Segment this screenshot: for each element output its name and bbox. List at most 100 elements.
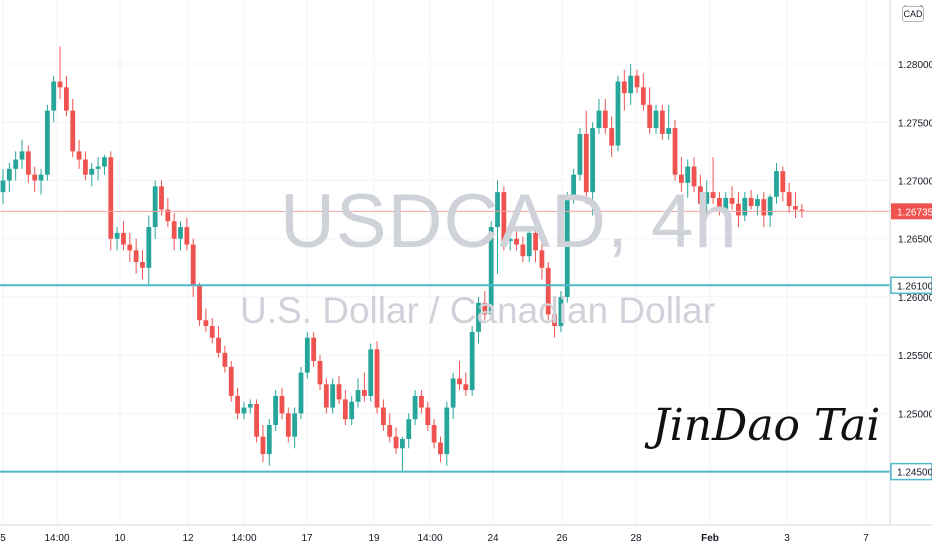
time-tick-label: 12 (182, 533, 194, 544)
candle-body (666, 128, 672, 134)
candle-body (698, 186, 703, 204)
candle-body (254, 404, 259, 437)
candle (552, 296, 557, 338)
candle (678, 157, 684, 193)
price-axis-bg (890, 0, 932, 525)
candle-body (304, 337, 310, 373)
candle (381, 399, 386, 431)
candle-body (704, 192, 710, 204)
candle-body (349, 401, 355, 420)
candle (425, 401, 431, 431)
candle-body (76, 151, 82, 160)
candle-body (672, 128, 678, 175)
time-tick-label: 14:00 (417, 533, 442, 544)
candle-body (577, 133, 583, 175)
candle-body (19, 151, 25, 160)
candle (190, 238, 196, 297)
candle (114, 227, 120, 251)
time-tick-label: 10 (114, 533, 126, 544)
candle-body (482, 302, 488, 315)
candle-body (393, 436, 399, 449)
candle (25, 145, 31, 183)
candle-body (444, 407, 450, 455)
candle-body (381, 407, 386, 426)
time-axis[interactable]: 5 14:00 10 12 14:00 17 19 14:00 24 26 28 Feb 3 7 (0, 533, 869, 544)
candle-body (583, 133, 589, 193)
candle (279, 387, 285, 420)
candle-body (495, 192, 500, 228)
candle (691, 157, 697, 193)
candle-body (0, 180, 6, 193)
candle (19, 139, 25, 169)
candle-body (216, 337, 221, 353)
candle-body (292, 413, 298, 437)
candle (178, 221, 183, 251)
candle-body (755, 199, 760, 207)
time-tick-label: 7 (863, 533, 869, 544)
candle (596, 98, 602, 134)
candle (374, 341, 380, 414)
candle-body (558, 296, 564, 327)
candle (406, 413, 412, 449)
candle-body (450, 378, 456, 408)
candle (698, 174, 703, 228)
candle-body (336, 384, 342, 400)
candle-body (108, 157, 114, 239)
price-labels: 1.26100 1.24500 1.26735 (890, 203, 932, 481)
candle (767, 194, 773, 228)
candle-body (51, 81, 57, 111)
candle (793, 192, 798, 218)
candle-body (748, 197, 754, 207)
candle-body (311, 337, 317, 361)
candle (70, 98, 76, 158)
candle-body (463, 384, 469, 391)
candle-body (140, 262, 145, 268)
candle (349, 395, 355, 426)
candle (203, 308, 209, 332)
candle-body (285, 413, 291, 437)
candle (241, 401, 247, 420)
price-axis[interactable]: 1.28000 1.27500 1.27000 1.26500 1.26000 1.255… (898, 60, 932, 420)
candle (64, 75, 69, 117)
currency-button[interactable]: CAD (902, 6, 924, 22)
candle (127, 232, 133, 262)
candle (488, 221, 494, 321)
candle-body (736, 203, 741, 216)
candle-body (628, 75, 634, 94)
signature-image: JinDao Tai (652, 400, 881, 451)
candle-body (83, 159, 88, 175)
candle-body (742, 197, 748, 216)
candle-body (621, 81, 627, 94)
candle-body (729, 197, 735, 204)
candle (285, 407, 291, 443)
current-price-label: 1.26735 (897, 207, 932, 218)
candle-body (70, 110, 76, 152)
candle-body (552, 314, 557, 327)
time-tick-label: 26 (556, 533, 568, 544)
candle (6, 163, 12, 193)
candle (533, 221, 538, 262)
candle (393, 427, 399, 455)
candle-body (133, 250, 139, 262)
candle-body (634, 75, 640, 88)
candle (89, 163, 95, 187)
candle-body (273, 395, 279, 426)
candle (704, 180, 710, 216)
candle-body (514, 238, 519, 245)
candle (571, 168, 576, 204)
candle (514, 227, 519, 251)
candle-body (596, 110, 602, 129)
candle-body (602, 110, 608, 129)
candle-body (127, 244, 133, 251)
candle (457, 360, 462, 391)
candle (431, 419, 437, 449)
candle-body (13, 159, 19, 169)
candle (476, 296, 481, 344)
candle (640, 73, 646, 111)
candle-body (102, 157, 107, 167)
candle (786, 182, 792, 214)
level-label-box (890, 462, 932, 481)
candle-body (691, 166, 697, 187)
candle-body (323, 384, 329, 408)
